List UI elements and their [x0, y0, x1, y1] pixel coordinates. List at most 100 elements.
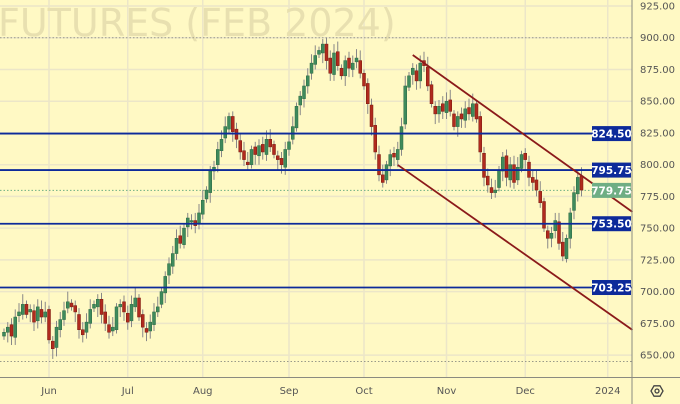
candle — [249, 149, 254, 165]
candle — [257, 145, 261, 157]
candle — [399, 126, 404, 150]
candle — [264, 139, 269, 155]
candle — [384, 164, 389, 181]
candle — [186, 217, 190, 228]
candle — [126, 312, 130, 323]
candle — [189, 220, 194, 223]
candle — [84, 321, 89, 333]
candle — [238, 140, 242, 153]
candle — [317, 50, 321, 55]
time-tick-label: Dec — [516, 386, 535, 397]
candle — [96, 299, 100, 308]
time-tick-label: Jul — [121, 386, 134, 397]
candle — [197, 212, 201, 224]
candle — [77, 314, 81, 330]
candle — [561, 241, 565, 257]
candle — [122, 301, 126, 313]
candle — [332, 52, 336, 75]
candle — [159, 291, 164, 305]
horizontal-levels[interactable] — [0, 132, 632, 289]
candle — [549, 232, 554, 239]
candle — [324, 43, 329, 61]
level-label: 703.25 — [591, 283, 632, 295]
candle — [231, 116, 235, 132]
candle — [182, 227, 186, 245]
candle — [66, 301, 70, 309]
time-tick-label: Sep — [280, 386, 299, 397]
level-label: 795.75 — [591, 165, 632, 177]
candle — [576, 177, 580, 195]
candle — [88, 309, 92, 324]
candle — [437, 106, 441, 115]
candle — [336, 51, 340, 66]
candle — [519, 154, 524, 169]
price-tick-label: 650.00 — [640, 351, 675, 362]
candle — [512, 164, 516, 183]
candle — [354, 57, 359, 63]
channel-line-lower — [397, 164, 634, 331]
candle — [51, 340, 55, 350]
price-tick-label: 900.00 — [640, 33, 675, 44]
candle — [396, 149, 400, 160]
candle — [148, 321, 152, 332]
price-axis[interactable]: 925.00 900.00 875.00 850.00 825.00 800.00 775.… — [640, 2, 675, 362]
candle — [167, 263, 171, 276]
candle — [219, 139, 224, 151]
candle — [279, 158, 284, 165]
candle — [553, 220, 557, 231]
candle — [309, 62, 314, 74]
gear-icon[interactable] — [650, 385, 664, 397]
price-tick-label: 925.00 — [640, 2, 675, 13]
candle — [302, 85, 306, 99]
candle — [36, 306, 40, 322]
candle — [448, 99, 452, 112]
candle — [144, 328, 149, 333]
candle — [501, 156, 505, 172]
candle — [129, 304, 134, 322]
level-label-box — [592, 216, 631, 232]
candle — [13, 316, 17, 338]
price-tick-label: 800.00 — [640, 160, 675, 171]
candle — [81, 329, 85, 336]
candle — [456, 116, 460, 127]
candle — [268, 139, 272, 148]
candle — [433, 106, 437, 115]
candle — [392, 153, 396, 158]
candle — [114, 306, 119, 330]
level-label-box — [592, 126, 631, 142]
candle — [538, 191, 542, 204]
time-tick-label: Aug — [193, 386, 213, 397]
candle — [9, 324, 14, 337]
candle — [411, 67, 415, 75]
candle — [298, 95, 302, 106]
candle — [347, 57, 351, 69]
candle — [204, 189, 209, 200]
candle — [6, 326, 10, 333]
time-axis[interactable]: Jun Jul Aug Sep Oct Nov Dec 2024 — [40, 386, 620, 397]
price-tick-label: 775.00 — [640, 192, 675, 203]
candle — [377, 154, 381, 176]
candle — [212, 166, 216, 172]
candle — [92, 304, 96, 309]
candles — [2, 37, 584, 359]
level-label-box — [592, 280, 631, 296]
candle — [362, 73, 366, 87]
candle — [276, 155, 280, 160]
candle — [137, 297, 141, 318]
price-tick-label: 850.00 — [640, 97, 675, 108]
candle — [366, 83, 370, 105]
candle — [58, 319, 62, 330]
candle — [246, 161, 250, 165]
candle — [208, 170, 212, 193]
candle — [118, 304, 122, 308]
candle — [216, 149, 220, 165]
candle — [407, 75, 411, 88]
candle — [444, 100, 449, 113]
price-tick-label: 675.00 — [640, 319, 675, 330]
candle — [534, 179, 539, 191]
candle — [54, 326, 59, 348]
last-price-label: 779.75 — [591, 185, 632, 197]
watermark: FUTURES (FEB 2024) — [0, 1, 396, 45]
candle — [133, 297, 137, 308]
